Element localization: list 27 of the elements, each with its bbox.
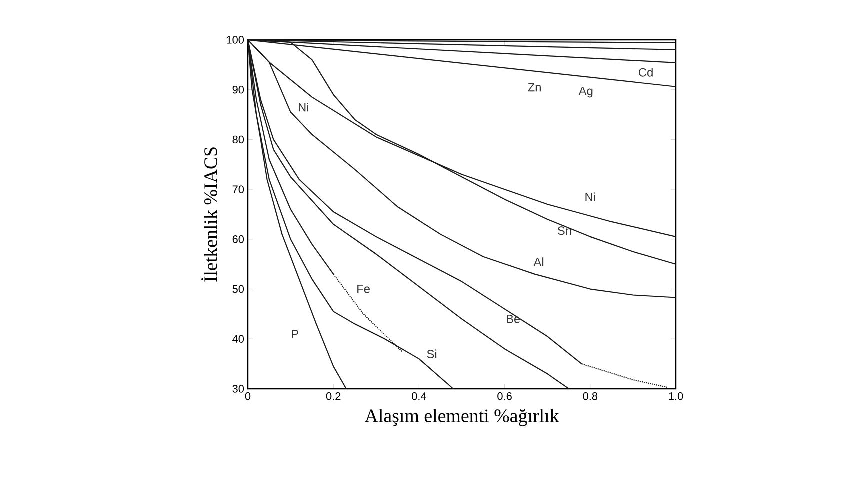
x-tick-label: 0.8 — [583, 392, 598, 400]
y-tick-label: 40 — [232, 335, 244, 344]
annotation: Al — [534, 258, 544, 266]
x-tick-label: 0.2 — [326, 392, 341, 400]
y-tick-label: 80 — [232, 136, 244, 144]
y-tick-label: 30 — [232, 385, 244, 393]
annotation: Zn — [528, 83, 541, 92]
x-tick-label: 0.4 — [412, 392, 426, 400]
y-tick-label: 90 — [232, 86, 244, 94]
y-axis-title: İletkenlik %IACS — [202, 148, 218, 282]
y-tick-label: 50 — [232, 285, 244, 294]
y-tick-label: 100 — [227, 36, 244, 44]
annotation: Ni — [586, 192, 596, 202]
annotation: P — [292, 330, 298, 338]
annotation: Fe — [358, 285, 370, 294]
annotation: Ni — [298, 103, 308, 112]
x-tick-label: 0.6 — [498, 392, 512, 400]
y-tick-label: 70 — [232, 186, 244, 194]
annotation: Be — [507, 315, 520, 324]
annotation: Sn — [558, 226, 572, 236]
x-axis-title: Alaşım elementi %ağırlık — [364, 409, 560, 426]
annotation: Si — [427, 350, 437, 358]
annotation: Ag — [578, 86, 593, 98]
x-tick-label: 0 — [245, 392, 251, 400]
x-tick-label: 1.0 — [669, 392, 684, 400]
y-tick-label: 60 — [232, 236, 244, 244]
annotation: Cd — [639, 68, 653, 77]
